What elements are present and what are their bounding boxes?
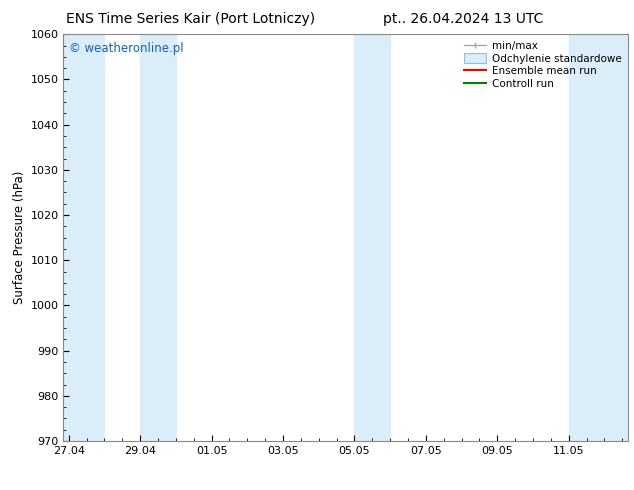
Bar	[63, 34, 105, 441]
Y-axis label: Surface Pressure (hPa): Surface Pressure (hPa)	[13, 171, 26, 304]
Bar	[569, 34, 628, 441]
Text: ENS Time Series Kair (Port Lotniczy): ENS Time Series Kair (Port Lotniczy)	[66, 12, 314, 26]
Legend: min/max, Odchylenie standardowe, Ensemble mean run, Controll run: min/max, Odchylenie standardowe, Ensembl…	[460, 36, 626, 94]
Bar	[140, 34, 176, 441]
Text: © weatheronline.pl: © weatheronline.pl	[69, 43, 184, 55]
Text: pt.. 26.04.2024 13 UTC: pt.. 26.04.2024 13 UTC	[383, 12, 543, 26]
Bar	[354, 34, 390, 441]
